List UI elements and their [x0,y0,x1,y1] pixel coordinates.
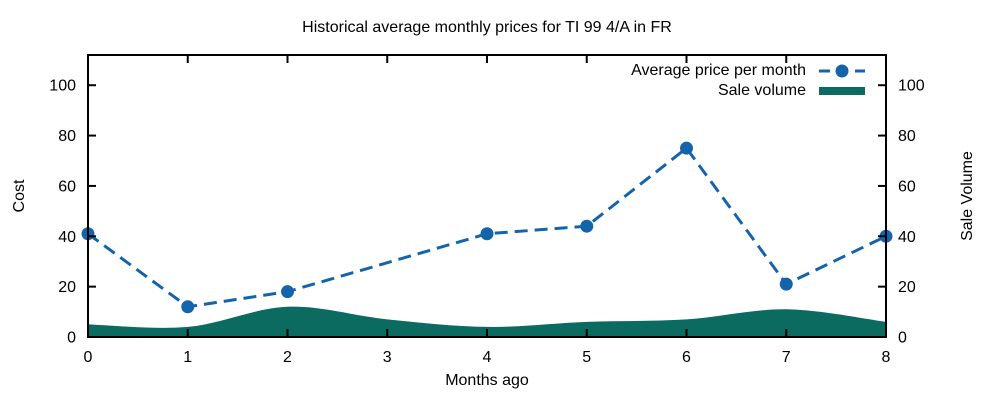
legend-label-volume: Sale volume [717,82,806,99]
y-tick-label-right: 60 [898,178,916,195]
legend-row-price: Average price per month [631,62,866,80]
x-tick-label: 3 [383,349,392,366]
y-tick-label-left: 80 [58,128,76,145]
y-tick-label-left: 20 [58,279,76,296]
x-axis-label-months-ago: Months ago [445,372,529,389]
price-marker [281,285,294,299]
legend-sample-volume-swatch-icon [819,87,865,95]
price-marker [680,141,693,155]
legend-sample-price-line-icon [819,64,865,78]
x-tick-label: 2 [283,349,292,366]
y-tick-label-left: 60 [58,178,76,195]
x-tick-label: 6 [682,349,691,366]
price-marker [480,227,494,241]
price-marker [181,300,195,314]
x-tick-label: 7 [782,349,791,366]
legend-label-price: Average price per month [631,62,806,79]
x-tick-label: 8 [882,349,891,366]
y-tick-label-left: 100 [49,78,76,95]
y-tick-label-right: 20 [898,279,916,296]
price-marker [580,219,594,233]
x-tick-label: 1 [183,349,192,366]
x-tick-label: 5 [582,349,591,366]
price-marker [779,277,793,291]
y-tick-label-right: 80 [898,128,916,145]
price-line [87,146,887,309]
x-tick-label: 4 [483,349,492,366]
chart-title: Historical average monthly prices for TI… [302,19,672,36]
x-tick-label: 0 [84,349,93,366]
legend-row-volume: Sale volume [718,82,866,100]
y-tick-label-right: 100 [898,78,925,95]
legend: Average price per month Sale volume [631,62,866,100]
y-tick-label-left: 40 [58,229,76,246]
y-tick-label-left: 0 [67,330,76,347]
y-tick-label-right: 40 [898,229,916,246]
y-tick-label-right: 0 [898,330,907,347]
